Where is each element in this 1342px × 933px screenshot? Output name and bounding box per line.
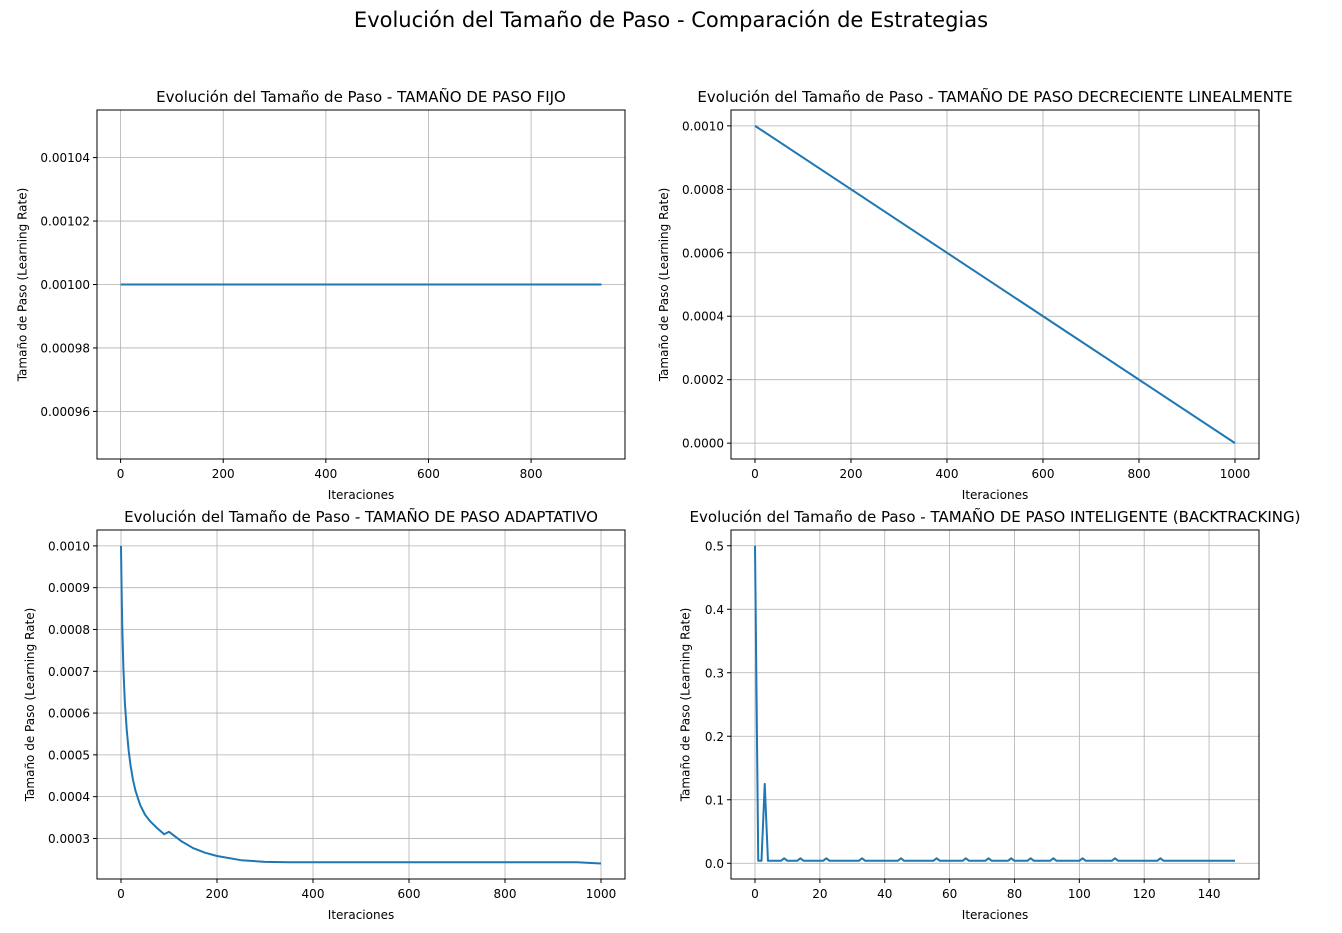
subplot-2: 0 200 400 600 800 1000 0.0000 0.0002 0.0004 0.000…: [657, 87, 1293, 502]
y-tick-label: 0.5: [705, 539, 724, 553]
x-tick-label: 0: [117, 467, 125, 481]
x-tick-label: 200: [840, 467, 863, 481]
y-tick-label: 0.0008: [48, 623, 90, 637]
x-tick-label: 80: [1007, 887, 1022, 901]
y-tick-label: 0.0004: [48, 790, 90, 804]
y-tick-label: 0.0: [705, 857, 724, 871]
y-tick-label: 0.0009: [48, 581, 90, 595]
subplot-title: Evolución del Tamaño de Paso - TAMAÑO DE…: [697, 87, 1292, 106]
axes-frame: [97, 530, 625, 879]
y-tick-label: 0.0007: [48, 665, 90, 679]
y-tick-label: 0.0002: [682, 373, 724, 387]
axes-frame: [731, 530, 1259, 879]
series-line: [755, 546, 1235, 861]
x-tick-label: 400: [936, 467, 959, 481]
subplot-title: Evolución del Tamaño de Paso - TAMAÑO DE…: [156, 87, 566, 106]
y-tick-label: 0.0010: [682, 119, 724, 133]
y-tick-label: 0.0010: [48, 539, 90, 553]
y-tick-label: 0.0004: [682, 310, 724, 324]
y-tick-label: 0.2: [705, 730, 724, 744]
y-tick-label: 0.00104: [40, 151, 90, 165]
x-tick-label: 800: [494, 887, 517, 901]
x-tick-label: 600: [398, 887, 421, 901]
x-axis-label: Iteraciones: [328, 908, 394, 922]
x-tick-label: 120: [1133, 887, 1156, 901]
y-tick-label: 0.3: [705, 666, 724, 680]
x-tick-label: 100: [1068, 887, 1091, 901]
y-axis-label: Tamaño de Paso (Learning Rate): [23, 608, 37, 803]
x-tick-label: 60: [942, 887, 957, 901]
y-tick-label: 0.0008: [682, 183, 724, 197]
y-tick-label: 0.1: [705, 793, 724, 807]
series-line: [121, 546, 601, 864]
y-tick-label: 0.00098: [40, 341, 90, 355]
y-tick-label: 0.0005: [48, 748, 90, 762]
x-tick-label: 400: [314, 467, 337, 481]
x-tick-label: 600: [417, 467, 440, 481]
x-tick-label: 600: [1032, 467, 1055, 481]
y-tick-label: 0.0006: [682, 246, 724, 260]
y-tick-label: 0.00102: [40, 215, 90, 229]
y-tick-label: 0.0003: [48, 832, 90, 846]
y-tick-label: 0.0000: [682, 437, 724, 451]
y-axis-label: Tamaño de Paso (Learning Rate): [657, 188, 671, 383]
x-tick-label: 0: [751, 887, 759, 901]
y-tick-label: 0.00096: [40, 405, 90, 419]
subplot-title: Evolución del Tamaño de Paso - TAMAÑO DE…: [124, 507, 598, 526]
x-tick-label: 1000: [1220, 467, 1251, 481]
x-tick-label: 0: [751, 467, 759, 481]
x-tick-label: 200: [212, 467, 235, 481]
x-tick-label: 800: [1128, 467, 1151, 481]
x-tick-label: 1000: [586, 887, 617, 901]
x-tick-label: 200: [206, 887, 229, 901]
x-tick-label: 0: [117, 887, 125, 901]
x-tick-label: 400: [302, 887, 325, 901]
x-axis-label: Iteraciones: [962, 908, 1028, 922]
subplot-3: 0 200 400 600 800 1000 0.0003 0.0004 0.0005 0.000…: [23, 507, 625, 922]
x-tick-label: 40: [877, 887, 892, 901]
y-tick-label: 0.0006: [48, 707, 90, 721]
y-axis-label: Tamaño de Paso (Learning Rate): [16, 188, 30, 383]
x-axis-label: Iteraciones: [962, 488, 1028, 502]
x-tick-label: 140: [1198, 887, 1221, 901]
subplot-title: Evolución del Tamaño de Paso - TAMAÑO DE…: [690, 507, 1301, 526]
y-tick-label: 0.00100: [40, 278, 90, 292]
subplot-4: 0 20 40 60 80 100 120 140 0.0 0.1 0.2 0.3 0.4 0.5 Evol…: [678, 507, 1300, 922]
x-tick-label: 800: [520, 467, 543, 481]
y-tick-label: 0.4: [705, 603, 724, 617]
subplot-1: 0 200 400 600 800 0.00096 0.00098 0.00100 0.0010…: [16, 87, 625, 502]
series-line: [755, 126, 1235, 443]
x-tick-label: 20: [812, 887, 827, 901]
x-axis-label: Iteraciones: [328, 488, 394, 502]
y-axis-label: Tamaño de Paso (Learning Rate): [678, 608, 692, 803]
